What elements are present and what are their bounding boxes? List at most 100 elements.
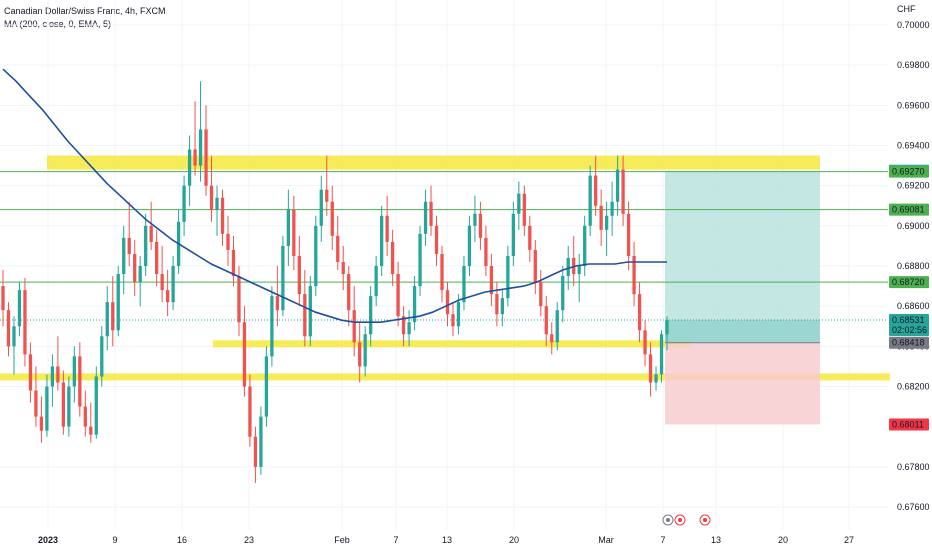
candle-body xyxy=(341,261,345,275)
stop-area[interactable] xyxy=(665,342,820,425)
candle-body xyxy=(83,406,87,427)
candle-body xyxy=(643,330,647,355)
candle-body xyxy=(182,185,186,222)
x-tick-label: 7 xyxy=(660,535,665,545)
candle-body xyxy=(242,322,247,387)
x-tick-label: Feb xyxy=(334,535,350,545)
candle-body xyxy=(100,336,104,377)
ma-200-line xyxy=(2,68,667,323)
currency-label: CHF xyxy=(897,4,916,14)
candle-body xyxy=(248,386,252,437)
candle-body xyxy=(610,201,614,216)
price-label-bg xyxy=(889,336,929,349)
candle-body xyxy=(325,189,329,202)
candle-body xyxy=(187,149,192,186)
y-tick-label: 0.69200 xyxy=(897,181,930,191)
price-labels: 0.692740.692700.690810.687200.6853102:02… xyxy=(889,164,929,431)
candle-body xyxy=(116,274,120,331)
countdown-label: 02:02:56 xyxy=(892,325,927,335)
price-label-bg xyxy=(889,314,929,337)
candle-body xyxy=(495,294,499,315)
candle-body xyxy=(407,322,411,335)
candle-body xyxy=(665,320,669,335)
candle-body xyxy=(566,257,570,277)
candle-body xyxy=(626,213,631,256)
price-label-text: 0.69081 xyxy=(892,205,925,215)
candle-body xyxy=(434,225,439,254)
candle-body xyxy=(621,169,625,214)
candle-body xyxy=(264,356,269,417)
candle-body xyxy=(500,298,505,315)
candle-body xyxy=(347,274,351,311)
candle-body xyxy=(155,241,159,275)
candle-body xyxy=(160,274,164,291)
candle-body xyxy=(594,175,598,206)
candle-body xyxy=(544,306,548,335)
candle-body xyxy=(12,326,16,347)
indicator-label[interactable]: MA (200, close, 0, EMA, 5) xyxy=(4,19,112,29)
candle-body xyxy=(489,266,494,295)
candle-body xyxy=(193,149,197,166)
candle-body xyxy=(314,225,318,287)
candle-body xyxy=(215,197,219,210)
candle-body xyxy=(648,354,653,383)
y-tick-label: 0.69000 xyxy=(897,221,930,231)
x-tick-label: 27 xyxy=(844,535,854,545)
candle-body xyxy=(237,276,241,323)
candle-body xyxy=(303,294,307,337)
candle-body xyxy=(358,342,362,367)
candle-body xyxy=(308,286,312,337)
candle-body xyxy=(56,366,60,383)
x-tick-label: 20 xyxy=(778,535,788,545)
candle-body xyxy=(506,255,510,299)
candle-body xyxy=(429,201,433,226)
support-resistance-zones xyxy=(0,155,890,381)
zone-band xyxy=(47,155,820,170)
candle-body xyxy=(281,245,285,311)
candle-body xyxy=(220,197,225,234)
symbol-title[interactable]: Canadian Dollar/Swiss Franc, 4h, FXCM xyxy=(4,6,166,16)
candle-body xyxy=(379,215,384,266)
candle-body xyxy=(319,189,323,226)
candle-body xyxy=(632,255,636,295)
candle-body xyxy=(165,290,170,303)
candle-body xyxy=(615,169,620,202)
horizontal-levels xyxy=(0,171,888,283)
candle-body xyxy=(637,294,642,331)
candle-body xyxy=(418,233,422,287)
candle-body xyxy=(555,310,559,343)
candle-body xyxy=(599,205,603,230)
y-tick-label: 0.69400 xyxy=(897,141,930,151)
candle-body xyxy=(336,235,340,262)
price-label-text: 0.69270 xyxy=(892,167,925,177)
candle-body xyxy=(72,356,76,387)
candle-body xyxy=(401,316,406,335)
candle-body xyxy=(561,276,565,311)
price-label-bg xyxy=(889,165,929,178)
candle-body xyxy=(17,290,22,327)
price-label-text: 0.68720 xyxy=(892,277,925,287)
candle-body xyxy=(138,266,142,283)
x-tick-label: 13 xyxy=(711,535,721,545)
time-axis[interactable]: 2023 9 16 23 Feb 7 13 20 Mar 7 13 20 27 xyxy=(38,535,854,545)
event-icons[interactable] xyxy=(662,514,711,526)
candle-body xyxy=(588,175,592,226)
x-tick-label: 23 xyxy=(244,535,254,545)
candle-body xyxy=(23,290,27,355)
price-label-bg xyxy=(889,418,929,431)
candle-body xyxy=(478,213,483,238)
candle-body xyxy=(533,249,537,283)
candle-body xyxy=(50,366,55,387)
candle-body xyxy=(144,225,148,266)
candle-body xyxy=(270,296,274,357)
candle-body xyxy=(374,266,378,297)
target-area[interactable] xyxy=(665,170,820,343)
long-position-tool[interactable] xyxy=(0,170,888,425)
candle-body xyxy=(654,374,658,383)
candle-body xyxy=(28,354,33,391)
price-axis[interactable]: CHF 0.70000 0.69800 0.69600 0.69400 0.69200 0.… xyxy=(897,4,930,512)
candle-body xyxy=(352,310,356,343)
candle-body xyxy=(330,201,334,236)
x-tick-label: 13 xyxy=(442,535,452,545)
